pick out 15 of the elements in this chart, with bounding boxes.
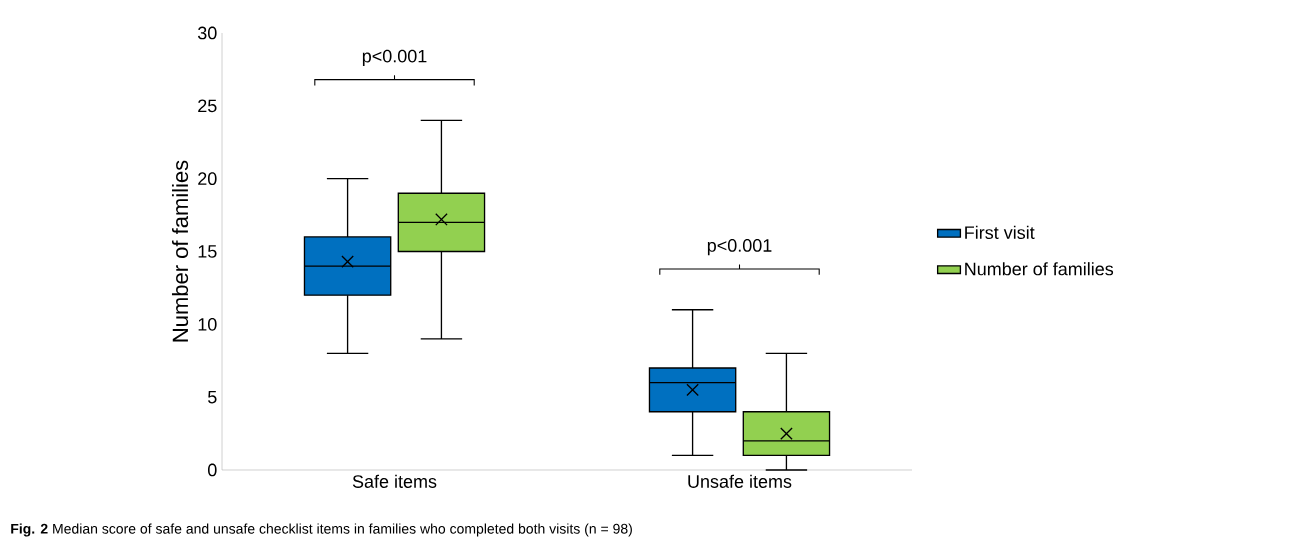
y-tick-label: 15	[198, 245, 217, 258]
y-tick-label: 20	[198, 172, 217, 186]
x-tick-label: Unsafe items	[688, 474, 792, 488]
annotation: p<0.001	[362, 49, 427, 67]
y-tick-label: 30	[197, 26, 217, 40]
y-tick-label: 5	[208, 390, 217, 404]
legend-label: Number of families	[965, 262, 1114, 276]
y-tick-label: 0	[208, 463, 217, 477]
legend-label: First visit	[965, 225, 1035, 239]
y-tick-label: 10	[198, 317, 217, 331]
text: Fig. 2 Median score of safe and unsafe checklist items in families who completed both visits (n = 98)	[11, 523, 632, 537]
x-tick-label: Safe items	[352, 474, 437, 488]
y-axis-title: Number of families	[171, 160, 189, 342]
y-tick-label: 25	[198, 99, 217, 113]
annotation: p<0.001	[707, 239, 772, 256]
